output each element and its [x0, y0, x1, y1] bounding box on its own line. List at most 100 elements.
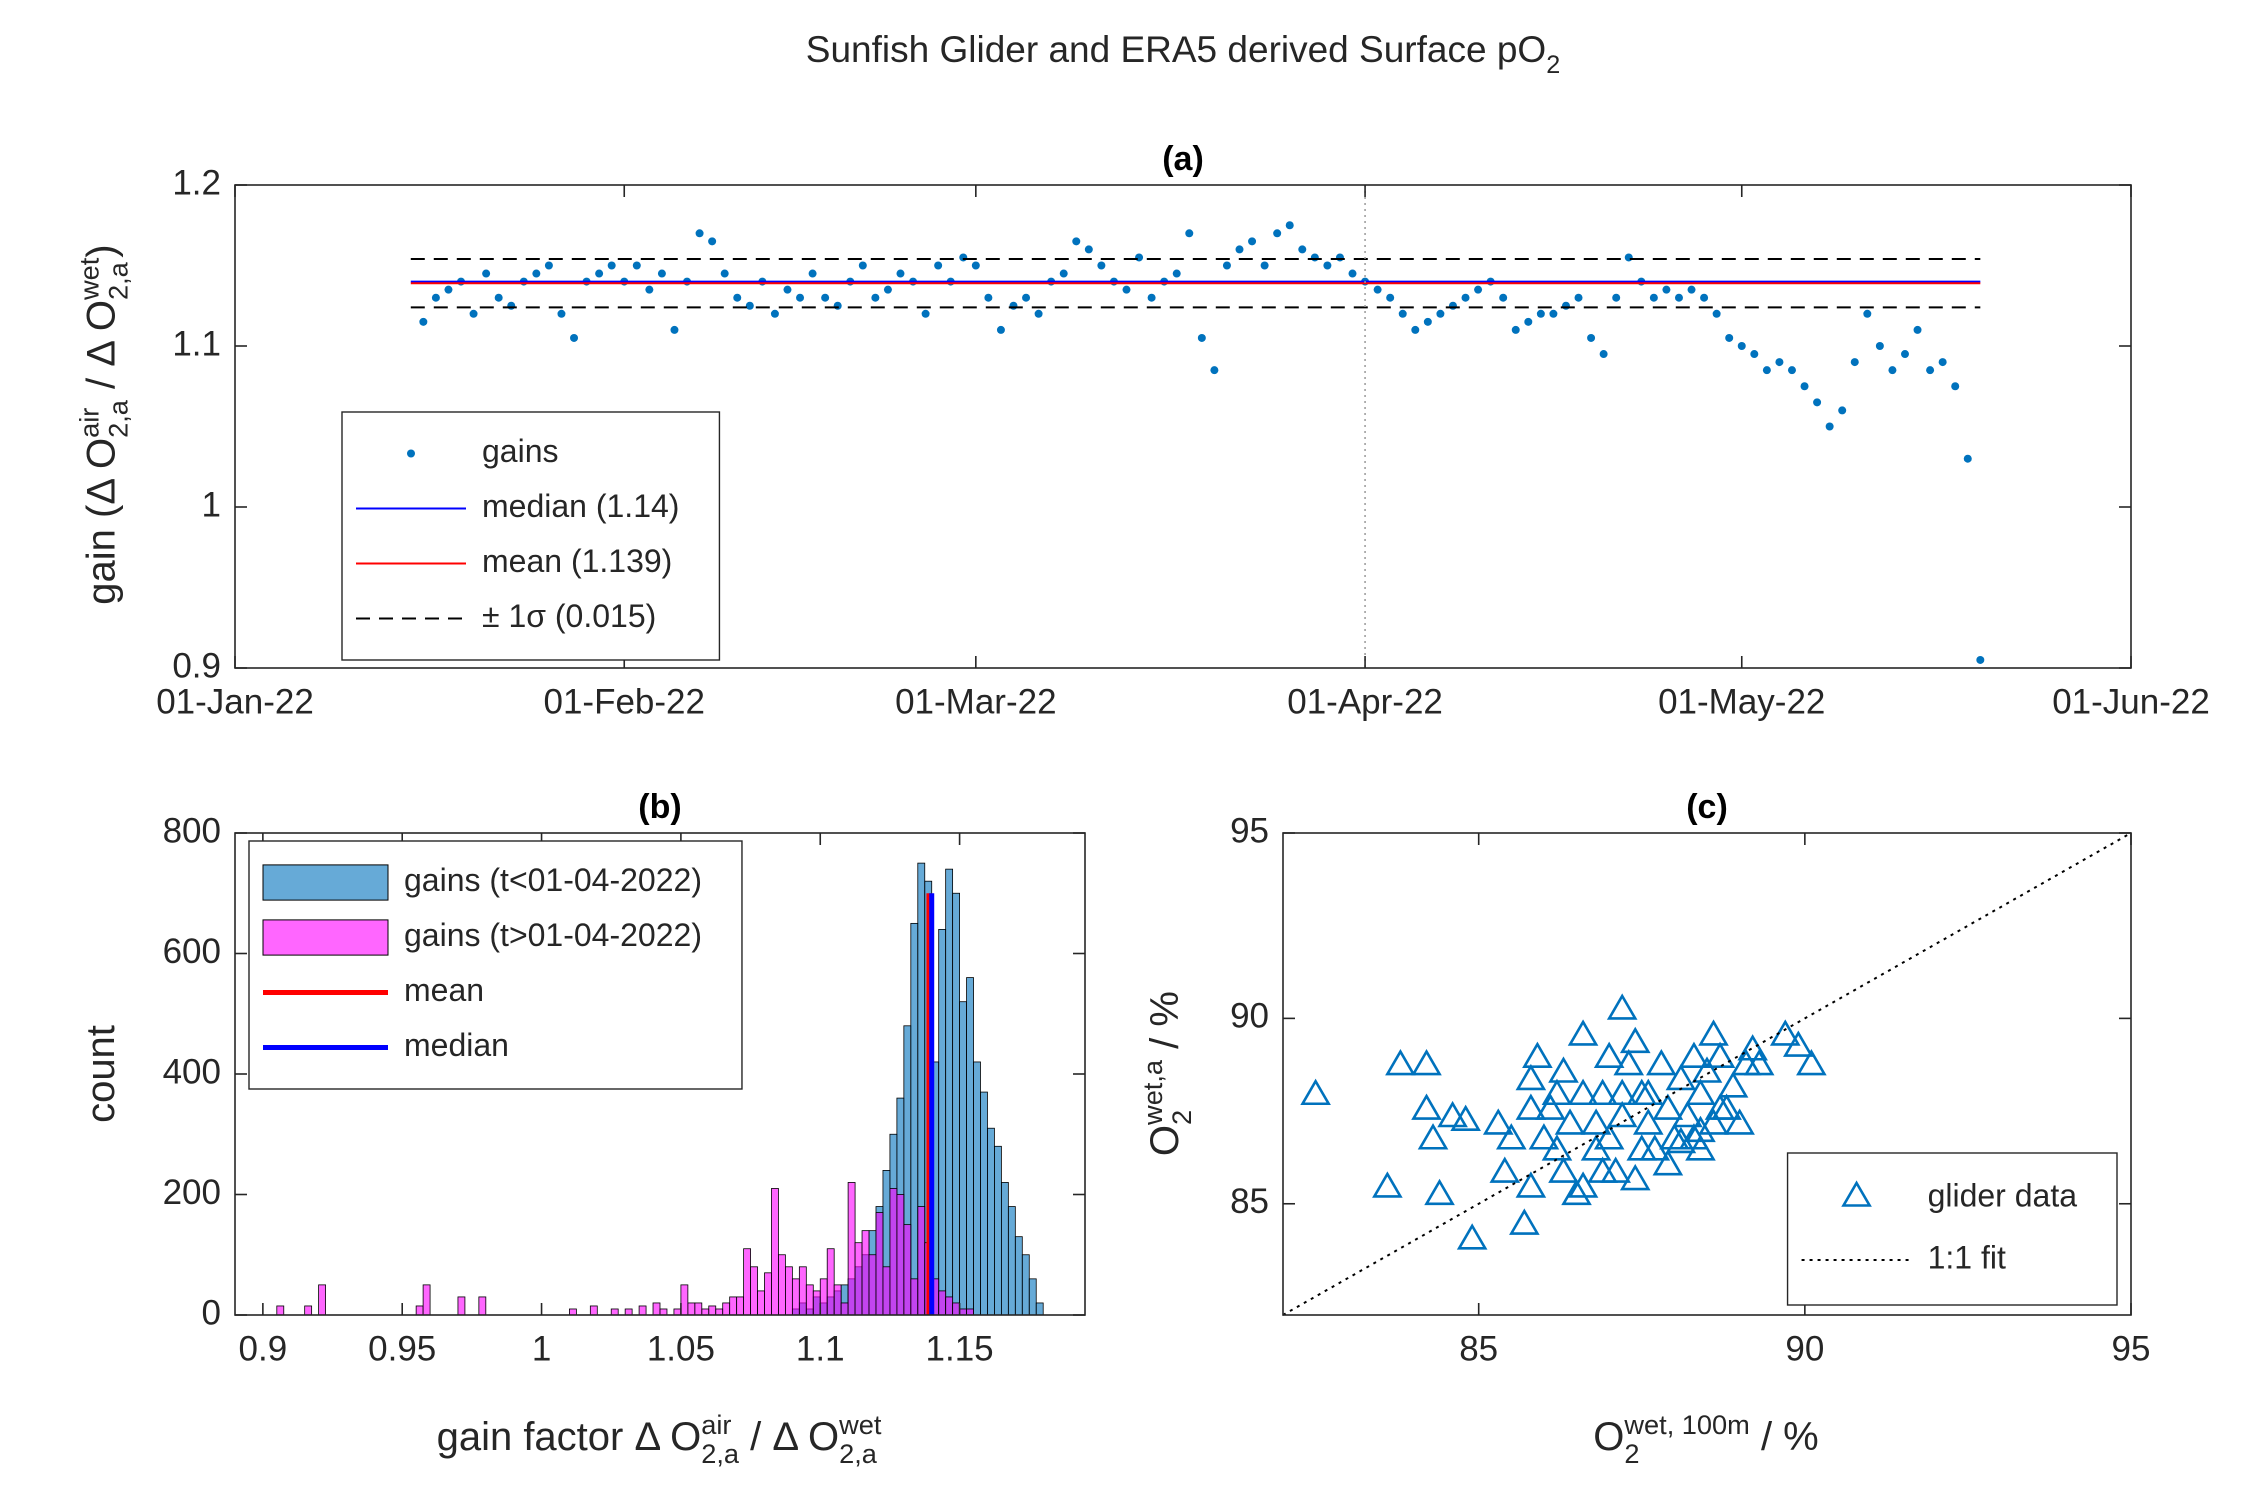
label-superscript: air — [701, 1409, 732, 1441]
point — [833, 301, 842, 310]
point — [1273, 229, 1282, 238]
label-subscript: 2,a — [839, 1438, 877, 1469]
y-tick-label: 1.2 — [172, 163, 221, 202]
label-subscript: 2,a — [102, 262, 133, 301]
x-tick-label: 0.9 — [239, 1329, 288, 1368]
point — [1838, 406, 1847, 415]
triangle-marker — [1548, 1156, 1579, 1183]
histogram-bar — [854, 1242, 863, 1316]
label-superscript: wet — [839, 1409, 882, 1441]
triangle-marker — [1535, 1093, 1566, 1120]
panel-title: (c) — [1686, 788, 1728, 826]
histogram-bar — [861, 1230, 870, 1316]
legend-label: median (1.14) — [482, 488, 679, 524]
point — [1825, 422, 1834, 431]
triangle-marker — [1737, 1034, 1768, 1061]
histogram-bar — [987, 1127, 995, 1316]
triangle-marker — [1482, 1108, 1514, 1135]
triangle-marker — [1783, 1030, 1814, 1057]
point — [632, 261, 641, 270]
histogram-bar — [764, 1272, 772, 1316]
point — [1122, 285, 1131, 294]
x-tick-label: 0.95 — [368, 1329, 436, 1368]
point — [1084, 245, 1093, 254]
axes-box — [1282, 832, 2132, 1316]
point — [1599, 350, 1608, 359]
point — [1524, 317, 1533, 326]
histogram-bar — [1028, 1278, 1037, 1316]
histogram-bar — [910, 1278, 919, 1316]
label-text: / % — [1749, 1415, 1819, 1460]
triangle-marker — [1515, 1093, 1547, 1120]
legend-label: gains — [482, 433, 559, 469]
point — [1474, 285, 1483, 294]
histogram-bar — [889, 1188, 898, 1316]
x-tick-label: 85 — [1459, 1329, 1498, 1368]
point — [1888, 366, 1897, 375]
y-tick-label: 0 — [202, 1293, 221, 1332]
label-superscript: wet — [73, 258, 105, 301]
histogram-bar — [276, 1305, 285, 1316]
point — [1097, 261, 1106, 270]
histogram-bar — [638, 1305, 647, 1316]
x-tick-label: 01-Jan-22 — [156, 682, 314, 721]
point — [1712, 309, 1721, 318]
label-subscript: 2,a — [102, 400, 133, 439]
histogram-bar — [805, 1284, 814, 1316]
triangle-marker — [1456, 1223, 1488, 1250]
point — [984, 293, 993, 302]
histogram-bar — [624, 1308, 633, 1316]
triangle-marker — [1632, 1078, 1664, 1106]
triangle-marker — [1541, 1078, 1573, 1106]
histogram-bar — [1035, 1302, 1044, 1316]
legend-marker — [407, 449, 415, 458]
point — [1448, 301, 1457, 310]
triangle-marker — [1678, 1041, 1710, 1068]
legend-label: median — [404, 1027, 509, 1063]
triangle-marker — [1685, 1134, 1716, 1161]
point — [1135, 253, 1144, 262]
point — [494, 293, 503, 302]
histogram-bar — [478, 1296, 487, 1316]
histogram-bar — [973, 1061, 981, 1316]
histogram-bar — [659, 1308, 668, 1316]
point — [1850, 358, 1859, 367]
label-text: O — [1143, 1125, 1188, 1157]
panel-title: (b) — [638, 788, 681, 826]
point — [821, 293, 830, 302]
triangle-marker — [1704, 1041, 1736, 1068]
label-text: gain factor Δ O — [436, 1415, 702, 1460]
point — [796, 293, 805, 302]
histogram-bar — [715, 1308, 724, 1316]
x-tick-label: 95 — [2112, 1329, 2151, 1368]
triangle-marker — [1672, 1100, 1703, 1128]
point — [1787, 366, 1796, 375]
triangle-marker — [1646, 1048, 1677, 1076]
histogram-bar — [791, 1278, 800, 1316]
histogram-bar — [687, 1302, 696, 1316]
histogram-bar — [785, 1266, 793, 1316]
legend-box — [1786, 1152, 2118, 1306]
point — [607, 261, 616, 270]
label-text: ) — [79, 244, 124, 259]
triangle-marker — [1652, 1093, 1684, 1120]
point — [808, 269, 817, 278]
point — [570, 333, 579, 342]
point — [1813, 398, 1822, 407]
histogram-bar — [1000, 1182, 1009, 1316]
histogram-bar — [318, 1284, 326, 1316]
y-tick-label: 600 — [163, 932, 221, 971]
point — [1436, 309, 1445, 318]
point — [1750, 350, 1759, 359]
point — [1700, 293, 1709, 302]
point — [883, 285, 892, 294]
label-script: wet 2,a — [73, 258, 133, 301]
triangle-marker — [1437, 1100, 1468, 1128]
histogram-bar — [945, 868, 954, 1316]
point — [1499, 293, 1508, 302]
histogram-bar — [415, 1305, 424, 1316]
point — [858, 261, 867, 270]
histogram-bar — [743, 1248, 751, 1316]
point — [1649, 293, 1658, 302]
triangle-marker — [1528, 1123, 1560, 1150]
